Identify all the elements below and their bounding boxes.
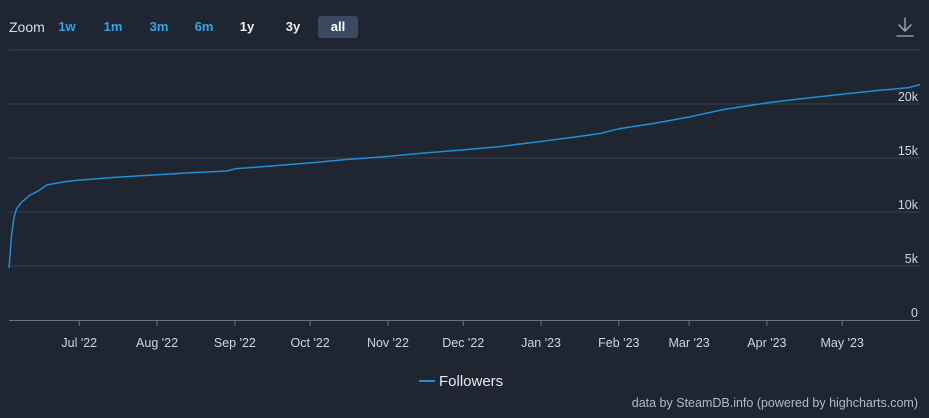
x-tick-label: Sep '22 bbox=[214, 336, 256, 350]
y-tick-label: 0 bbox=[911, 306, 918, 320]
y-axis: 0 5k 10k 15k 20k bbox=[898, 90, 919, 320]
y-tick-label: 5k bbox=[905, 252, 919, 266]
zoom-toolbar: Zoom 1w 1m 3m 6m 1y 3y all bbox=[0, 14, 929, 40]
y-tick-label: 15k bbox=[898, 144, 919, 158]
zoom-3m-button[interactable]: 3m bbox=[149, 19, 169, 34]
zoom-6m-button[interactable]: 6m bbox=[194, 19, 214, 34]
x-tick-label: Jan '23 bbox=[521, 336, 561, 350]
zoom-all-button[interactable]: all bbox=[318, 16, 358, 38]
grid-lines bbox=[9, 49, 920, 267]
x-tick-label: May '23 bbox=[821, 336, 864, 350]
x-tick-label: Jul '22 bbox=[61, 336, 97, 350]
x-tick-label: Mar '23 bbox=[668, 336, 709, 350]
download-button[interactable] bbox=[892, 14, 918, 40]
series-line-followers[interactable] bbox=[8, 83, 921, 269]
zoom-1w-button[interactable]: 1w bbox=[58, 19, 76, 34]
series-layer bbox=[8, 83, 921, 269]
legend-label[interactable]: Followers bbox=[439, 373, 503, 390]
y-tick-label: 20k bbox=[898, 90, 919, 104]
x-tick-label: Feb '23 bbox=[598, 336, 639, 350]
zoom-1m-button[interactable]: 1m bbox=[103, 19, 123, 34]
x-tick-label: Aug '22 bbox=[136, 336, 178, 350]
x-tick-label: Nov '22 bbox=[367, 336, 409, 350]
x-tick-label: Apr '23 bbox=[747, 336, 786, 350]
x-tick-label: Dec '22 bbox=[442, 336, 484, 350]
zoom-1y-button[interactable]: 1y bbox=[239, 19, 255, 34]
download-icon bbox=[896, 17, 914, 37]
zoom-3y-button[interactable]: 3y bbox=[285, 19, 301, 34]
credits-text[interactable]: data by SteamDB.info (powered by highcha… bbox=[631, 396, 918, 410]
x-axis: Jul '22 Aug '22 Sep '22 Oct '22 Nov '22 Dec '… bbox=[9, 320, 920, 350]
legend[interactable]: Followers bbox=[419, 373, 503, 390]
y-tick-label: 10k bbox=[898, 198, 919, 212]
zoom-label: Zoom bbox=[9, 19, 45, 35]
x-tick-label: Oct '22 bbox=[291, 336, 330, 350]
